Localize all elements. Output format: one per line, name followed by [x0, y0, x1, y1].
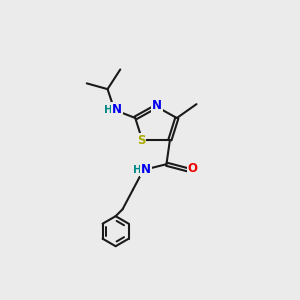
Text: N: N [152, 99, 162, 112]
Text: N: N [141, 164, 151, 176]
Text: N: N [112, 103, 122, 116]
Text: S: S [137, 134, 145, 147]
Text: H: H [133, 165, 141, 175]
Text: O: O [188, 162, 198, 175]
Text: H: H [103, 105, 112, 115]
